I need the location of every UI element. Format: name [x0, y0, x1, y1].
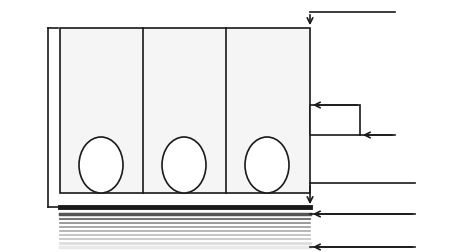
Bar	[310, 105, 360, 135]
Bar	[60, 28, 310, 193]
Ellipse shape	[79, 137, 123, 193]
Ellipse shape	[162, 137, 206, 193]
Ellipse shape	[245, 137, 289, 193]
